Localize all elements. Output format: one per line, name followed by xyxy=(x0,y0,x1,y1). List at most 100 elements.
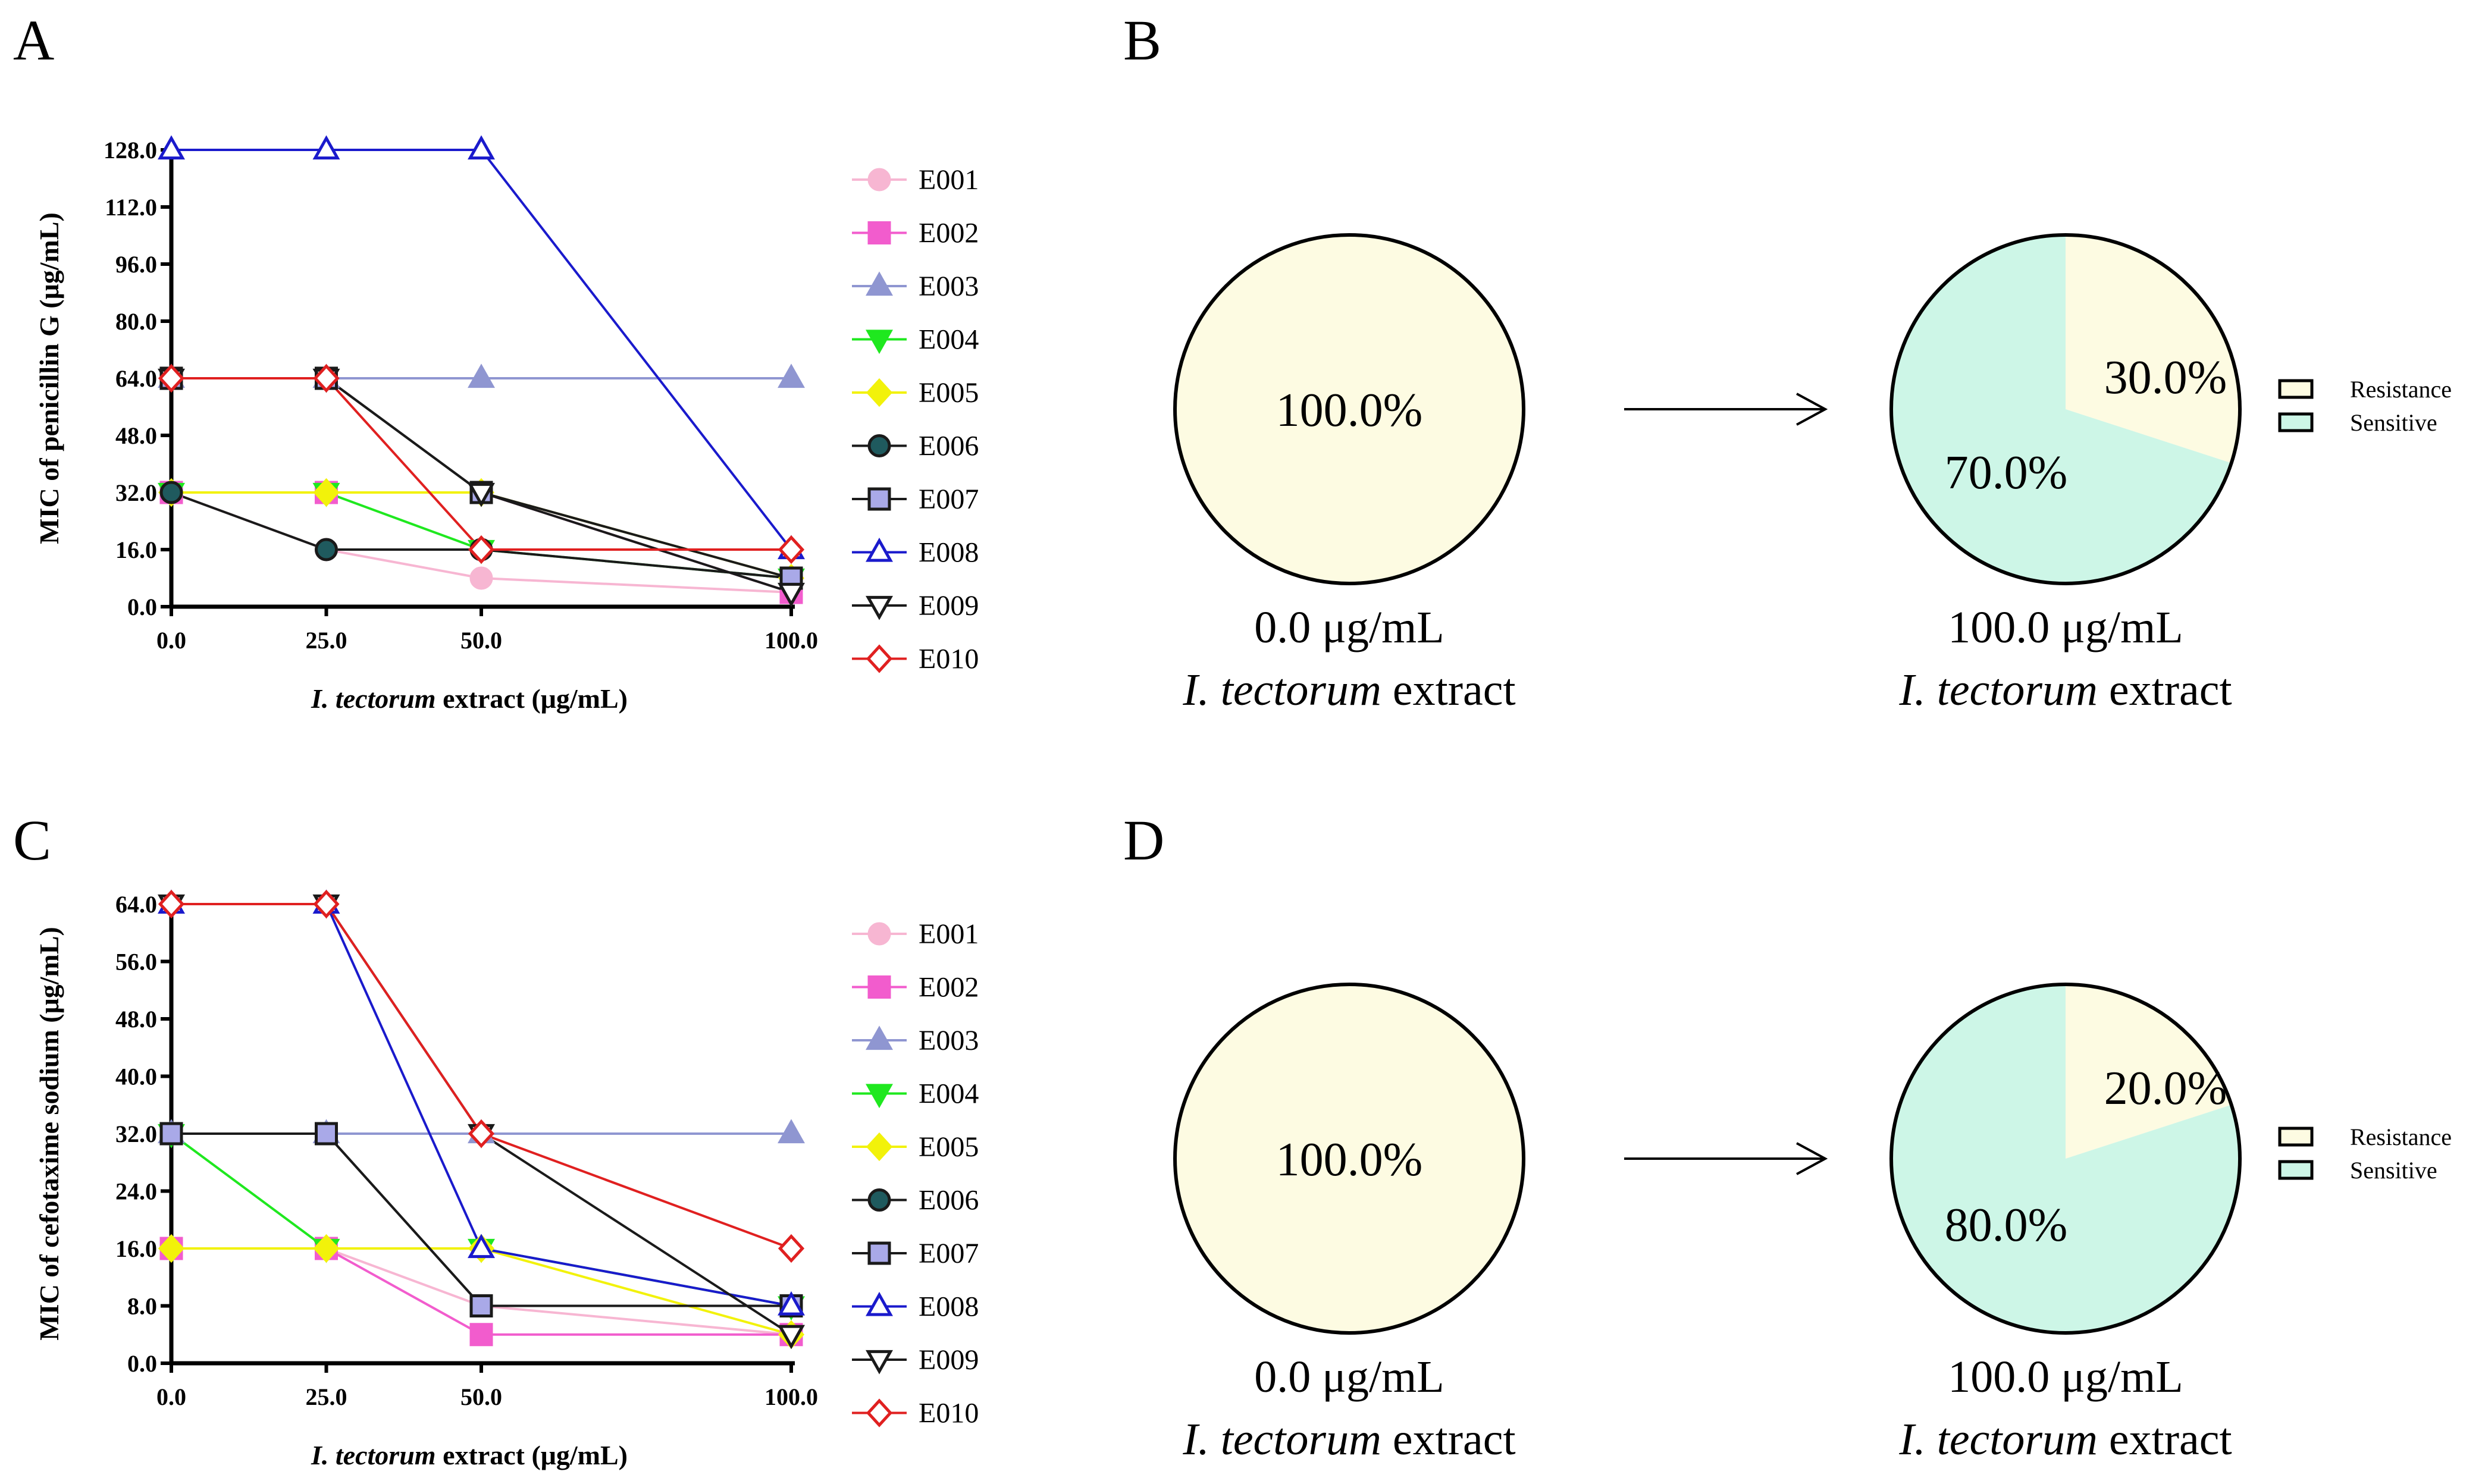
data-point-e010 xyxy=(313,889,340,919)
legend-marker-e006 xyxy=(867,434,891,457)
pie-caption-concentration: 100.0 μg/mL xyxy=(1948,603,2183,652)
pie-percent-label: 70.0% xyxy=(1945,447,2068,499)
legend-marker-e010 xyxy=(866,644,893,673)
legend-marker-e010 xyxy=(866,1398,893,1427)
legend-label-e001: E001 xyxy=(919,918,979,950)
y-tick-label: 32.0 xyxy=(115,479,157,506)
data-point-e007 xyxy=(469,1294,493,1317)
data-point-e010 xyxy=(313,363,340,393)
data-point-e008 xyxy=(778,1291,805,1316)
pie-slice-resistance xyxy=(2066,235,2240,463)
legend-marker-e005 xyxy=(866,378,893,407)
y-axis-title: MIC of cefotaxime sodium (μg/mL) xyxy=(34,927,64,1341)
legend-label-e010: E010 xyxy=(919,1398,979,1429)
pie-percent-label: 30.0% xyxy=(2104,352,2227,404)
legend-label-e006: E006 xyxy=(919,431,979,462)
legend-label-e001: E001 xyxy=(919,164,979,196)
x-tick-label: 0.0 xyxy=(156,627,186,654)
line-chart-cefotaxime: 0.0 8.0 16.0 24.0 32.0 40.0 48.0 56.0 64.0 0.0 25.… xyxy=(34,889,979,1470)
series-line-e006 xyxy=(171,1132,791,1307)
pie-slice-resistance xyxy=(2066,984,2232,1159)
pie-caption-extract: I. tectorum extract xyxy=(1182,665,1515,715)
pie-legend-swatch-sensitive xyxy=(2278,1160,2314,1180)
data-point-e008 xyxy=(158,135,185,160)
data-point-e006 xyxy=(315,538,338,561)
legend-label-e003: E003 xyxy=(919,1025,979,1056)
data-point-e001 xyxy=(469,566,493,590)
pie-caption-extract: I. tectorum extract xyxy=(1898,1414,2232,1464)
y-tick-label: 64.0 xyxy=(115,365,157,392)
legend-label-e004: E004 xyxy=(919,1078,979,1110)
pie-charts-cefotaxime: 100.0% 0.0 μg/mL I. tectorum extract 20.0% 8… xyxy=(1173,983,2452,1464)
y-tick-label: 16.0 xyxy=(115,1235,157,1262)
series-line-e010 xyxy=(171,903,792,1250)
legend-marker-e005 xyxy=(866,1132,893,1162)
x-tick-label: 25.0 xyxy=(306,627,347,654)
x-tick-label: 25.0 xyxy=(306,1383,347,1410)
data-point-e010 xyxy=(778,535,805,564)
series-line-e010 xyxy=(171,377,791,551)
y-tick-label: 80.0 xyxy=(115,308,157,335)
legend-label-e009: E009 xyxy=(919,590,979,622)
data-point-e008 xyxy=(312,135,340,160)
x-tick-label: 0.0 xyxy=(156,1383,186,1410)
y-tick-label: 128.0 xyxy=(104,137,157,164)
y-tick-label: 16.0 xyxy=(115,537,157,563)
series-line-e004 xyxy=(170,1132,792,1307)
y-tick-label: 112.0 xyxy=(105,194,157,221)
legend-label-e002: E002 xyxy=(919,972,979,1003)
pie-legend-label-sensitive: Sensitive xyxy=(2350,1157,2437,1184)
data-point-e009 xyxy=(778,1325,805,1350)
data-point-e010 xyxy=(778,1234,805,1263)
data-point-e009 xyxy=(468,482,495,507)
data-point-e009 xyxy=(778,582,805,607)
data-point-e008 xyxy=(468,1234,495,1259)
legend-label-e009: E009 xyxy=(919,1344,979,1376)
pie-caption-concentration: 0.0 μg/mL xyxy=(1254,1352,1444,1402)
legend-label-e007: E007 xyxy=(919,1238,979,1269)
y-tick-label: 56.0 xyxy=(115,949,157,975)
y-axis-title: MIC of penicillin G (μg/mL) xyxy=(34,212,64,544)
series-line-e008 xyxy=(171,149,792,551)
series-line-e007 xyxy=(171,1132,791,1307)
pie-percent-label: 20.0% xyxy=(2104,1062,2227,1115)
arrow-head xyxy=(1796,1142,1828,1175)
panel-label-d: D xyxy=(1123,808,1164,872)
y-tick-label: 24.0 xyxy=(115,1178,157,1205)
data-point-e010 xyxy=(468,1119,495,1149)
y-tick-label: 40.0 xyxy=(115,1063,157,1090)
data-point-e010 xyxy=(158,363,185,393)
legend-marker-e007 xyxy=(867,1241,891,1265)
pie-legend-swatch-sensitive xyxy=(2278,412,2314,432)
pie-caption-extract: I. tectorum extract xyxy=(1182,1414,1515,1464)
x-axis-title: I. tectorum extract (μg/mL) xyxy=(311,1440,628,1470)
pie-outline xyxy=(1889,233,2242,585)
pie-charts-penicillin: 100.0% 0.0 μg/mL I. tectorum extract 30.0% 7… xyxy=(1173,233,2452,715)
data-point-e007 xyxy=(159,1122,183,1146)
pie-slice-resistance xyxy=(1173,983,1525,1335)
legend-label-e005: E005 xyxy=(919,377,979,409)
pie-percent-label: 80.0% xyxy=(1945,1199,2068,1251)
data-point-e006 xyxy=(159,481,183,504)
legend-label-e006: E006 xyxy=(919,1185,979,1216)
data-point-e005 xyxy=(313,1234,340,1263)
y-tick-label: 8.0 xyxy=(127,1293,157,1320)
arrow-head xyxy=(1796,393,1828,426)
legend-label-e008: E008 xyxy=(919,537,979,569)
x-tick-label: 100.0 xyxy=(764,1383,818,1410)
pie-legend-swatch-resistance xyxy=(2278,379,2314,399)
y-tick-label: 0.0 xyxy=(127,594,157,620)
data-point-e003 xyxy=(778,1119,805,1144)
legend-marker-e007 xyxy=(867,487,891,511)
pie-caption-extract: I. tectorum extract xyxy=(1898,665,2232,715)
panel-label-a: A xyxy=(13,8,54,72)
legend-marker-e004 xyxy=(866,330,893,354)
legend-marker-e001 xyxy=(867,922,891,946)
pie-legend-label-resistance: Resistance xyxy=(2350,376,2452,403)
legend-marker-e009 xyxy=(866,1350,893,1375)
pie-legend-swatch-resistance xyxy=(2278,1127,2314,1147)
y-tick-label: 64.0 xyxy=(115,891,157,918)
legend-marker-e008 xyxy=(866,537,893,562)
x-tick-label: 50.0 xyxy=(460,627,502,654)
panel-label-c: C xyxy=(13,808,51,872)
